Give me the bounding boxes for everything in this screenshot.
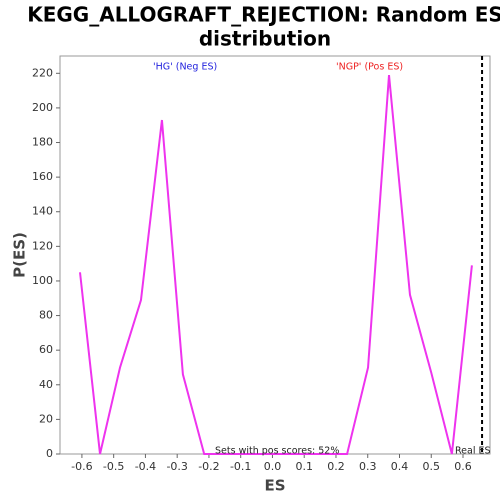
y-tick-label: 100 [32, 274, 53, 287]
y-tick-label: 40 [39, 378, 53, 391]
x-tick-label: -0.6 [71, 460, 92, 473]
annotation: 'NGP' (Pos ES) [336, 62, 403, 73]
x-tick-label: -0.3 [166, 460, 187, 473]
y-tick-label: 20 [39, 412, 53, 425]
y-tick-label: 0 [46, 447, 53, 460]
annotations: 'HG' (Neg ES) 'NGP' (Pos ES) Sets with pos… [153, 62, 491, 457]
y-tick-label: 140 [32, 205, 53, 218]
x-tick-label: -0.4 [135, 460, 156, 473]
es-line [79, 74, 473, 455]
x-tick-label: 0.6 [454, 460, 472, 473]
x-tick-label: -0.1 [230, 460, 251, 473]
plot-frame [59, 55, 491, 455]
chart-title: KEGG_ALLOGRAFT_REJECTION: Random ES [27, 3, 500, 27]
y-tick-label: 220 [32, 66, 53, 79]
x-tick-label: -0.5 [103, 460, 124, 473]
y-axis-label: P(ES) [11, 232, 29, 278]
y-tick-label: 120 [32, 239, 53, 252]
annotation: Real ES [455, 446, 491, 457]
chart-title: distribution [199, 27, 331, 51]
x-tick-label: -0.2 [198, 460, 219, 473]
x-axis-label: ES [264, 477, 285, 495]
x-tick-label: 0.0 [264, 460, 282, 473]
y-tick-label: 60 [39, 343, 53, 356]
x-tick-label: 0.2 [327, 460, 345, 473]
x-tick-label: 0.1 [295, 460, 313, 473]
annotation: 'HG' (Neg ES) [153, 62, 217, 73]
y-tick-label: 160 [32, 170, 53, 183]
y-tick-label: 180 [32, 136, 53, 149]
x-tick-label: 0.5 [422, 460, 440, 473]
y-tick-label: 80 [39, 309, 53, 322]
x-tick-label: 0.3 [359, 460, 377, 473]
annotation: Sets with pos scores: 52% [215, 446, 339, 457]
y-tick-label: 200 [32, 101, 53, 114]
x-tick-label: 0.4 [391, 460, 409, 473]
